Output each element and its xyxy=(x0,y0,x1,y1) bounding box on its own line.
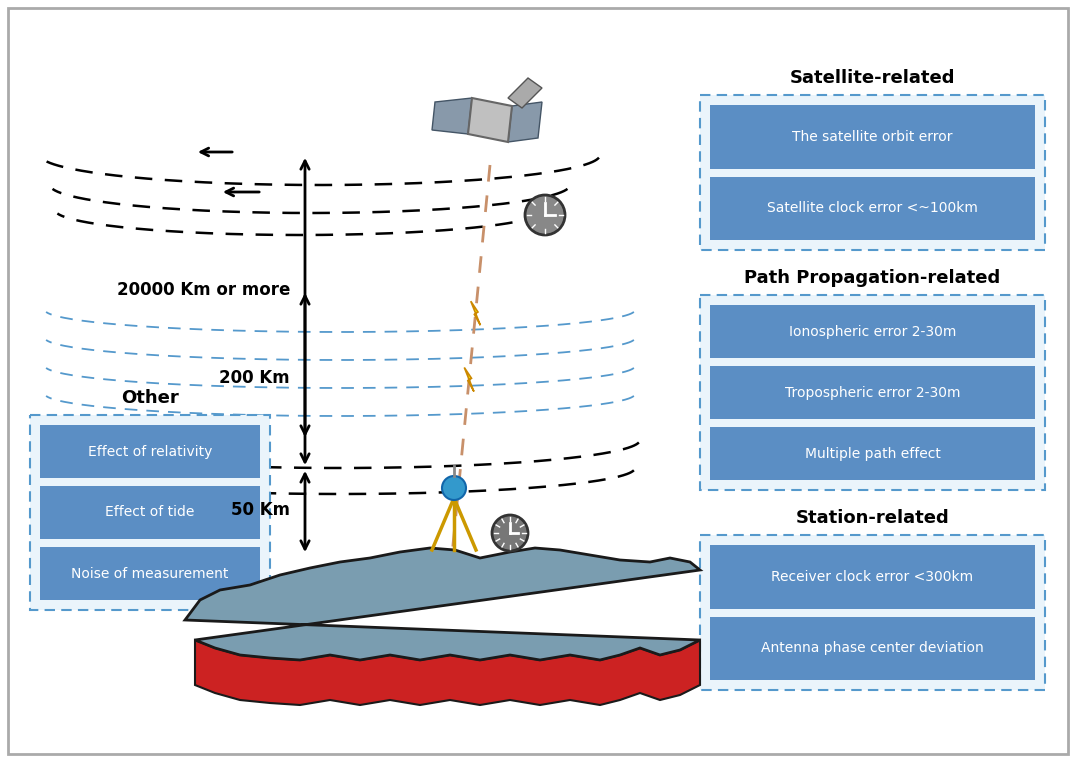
FancyBboxPatch shape xyxy=(710,177,1035,240)
Polygon shape xyxy=(195,640,700,705)
Text: Effect of tide: Effect of tide xyxy=(105,505,195,520)
Polygon shape xyxy=(465,367,473,392)
Polygon shape xyxy=(471,301,480,325)
Polygon shape xyxy=(508,102,542,142)
FancyBboxPatch shape xyxy=(710,427,1035,480)
Text: Other: Other xyxy=(122,389,179,407)
Polygon shape xyxy=(185,548,700,660)
FancyBboxPatch shape xyxy=(30,415,270,610)
Text: Antenna phase center deviation: Antenna phase center deviation xyxy=(761,642,983,655)
Text: Station-related: Station-related xyxy=(795,509,949,527)
FancyBboxPatch shape xyxy=(710,105,1035,168)
Text: 50 Km: 50 Km xyxy=(231,501,291,519)
Text: Noise of measurement: Noise of measurement xyxy=(71,566,229,581)
Text: Satellite-related: Satellite-related xyxy=(790,69,955,87)
FancyBboxPatch shape xyxy=(40,547,260,600)
Text: Satellite clock error <~100km: Satellite clock error <~100km xyxy=(767,201,978,215)
FancyBboxPatch shape xyxy=(710,366,1035,419)
Text: Path Propagation-related: Path Propagation-related xyxy=(745,269,1001,287)
FancyBboxPatch shape xyxy=(40,425,260,478)
FancyBboxPatch shape xyxy=(700,295,1045,490)
Circle shape xyxy=(442,476,466,500)
FancyBboxPatch shape xyxy=(700,535,1045,690)
FancyBboxPatch shape xyxy=(710,305,1035,358)
Text: Tropospheric error 2-30m: Tropospheric error 2-30m xyxy=(784,386,960,399)
FancyBboxPatch shape xyxy=(700,95,1045,250)
Text: Ionospheric error 2-30m: Ionospheric error 2-30m xyxy=(789,325,957,338)
FancyBboxPatch shape xyxy=(710,616,1035,680)
Text: Receiver clock error <300km: Receiver clock error <300km xyxy=(771,570,974,584)
Text: 200 Km: 200 Km xyxy=(220,369,291,387)
FancyBboxPatch shape xyxy=(40,486,260,539)
Circle shape xyxy=(492,515,528,551)
Text: The satellite orbit error: The satellite orbit error xyxy=(792,130,952,144)
Circle shape xyxy=(525,195,565,235)
Text: 20000 Km or more: 20000 Km or more xyxy=(116,281,291,299)
FancyBboxPatch shape xyxy=(710,545,1035,609)
Polygon shape xyxy=(508,78,542,108)
Text: Multiple path effect: Multiple path effect xyxy=(805,447,940,460)
Text: Effect of relativity: Effect of relativity xyxy=(88,444,212,459)
Polygon shape xyxy=(431,98,472,134)
Polygon shape xyxy=(468,98,512,142)
